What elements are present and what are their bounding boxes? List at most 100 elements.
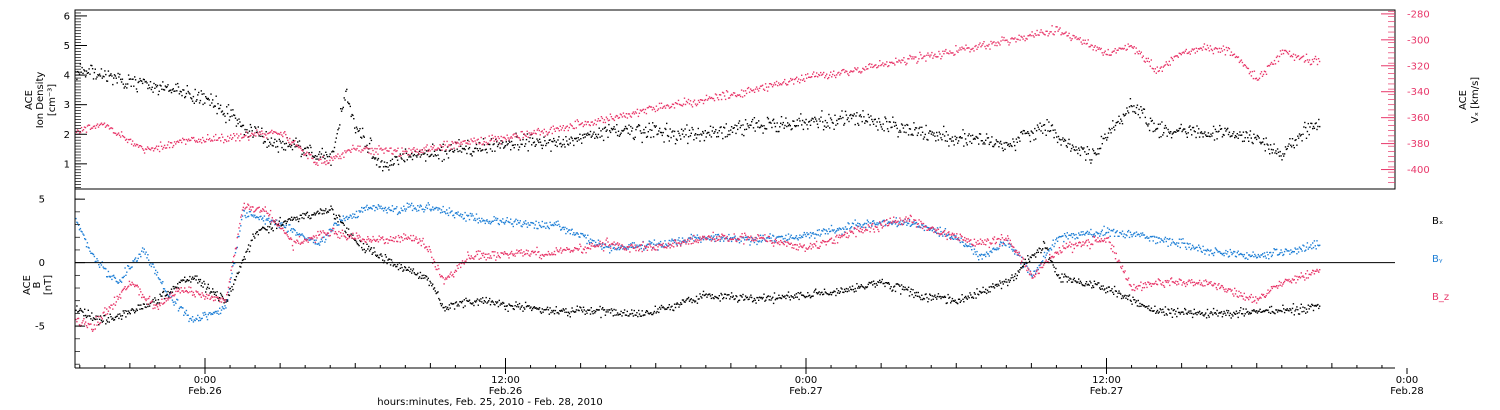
- ion-density-point: [464, 148, 466, 151]
- ion-density-point: [402, 153, 404, 155]
- solar-wind-vx-point: [1140, 51, 1142, 53]
- by-point: [844, 226, 847, 228]
- solar-wind-vx-point: [234, 135, 236, 137]
- by-point: [1133, 232, 1135, 235]
- solar-wind-vx-point: [1259, 73, 1262, 75]
- by-point: [892, 222, 894, 224]
- solar-wind-vx-point: [417, 151, 419, 153]
- solar-wind-vx-point: [240, 133, 242, 135]
- solar-wind-vx-point: [550, 126, 552, 129]
- bx-point: [581, 311, 584, 313]
- by-point: [744, 239, 746, 241]
- ion-density-point: [744, 119, 747, 121]
- solar-wind-vx-point: [588, 124, 590, 126]
- ion-density-point: [933, 132, 935, 134]
- ion-density-point: [353, 118, 355, 120]
- ion-density-point: [637, 125, 639, 128]
- solar-wind-vx-point: [587, 121, 589, 123]
- by-point: [337, 224, 339, 226]
- solar-wind-vx-point: [984, 45, 986, 48]
- solar-wind-vx-point: [1285, 50, 1288, 53]
- by-point: [1306, 242, 1309, 244]
- by-point: [317, 243, 319, 245]
- ion-density-point: [501, 143, 503, 145]
- ion-density-point: [212, 106, 215, 108]
- solar-wind-vx-point: [604, 121, 607, 124]
- solar-wind-vx-point: [859, 70, 861, 73]
- solar-wind-vx-point: [1227, 47, 1230, 49]
- by-point: [758, 240, 761, 242]
- bx-point: [409, 270, 411, 273]
- by-point: [991, 251, 993, 254]
- solar-wind-vx-point: [903, 57, 905, 59]
- bx-point: [478, 299, 480, 301]
- ion-density-point: [218, 107, 220, 110]
- ion-density-point: [808, 121, 810, 123]
- ion-density-point: [751, 118, 754, 121]
- bx-point: [347, 228, 350, 230]
- ion-density-point: [154, 87, 156, 89]
- solar-wind-vx-point: [1035, 34, 1037, 36]
- solar-wind-vx-point: [390, 147, 392, 149]
- ion-density-point: [1089, 159, 1091, 161]
- bx-point: [258, 229, 260, 231]
- by-point: [347, 216, 350, 219]
- solar-wind-vx-point: [1171, 57, 1173, 60]
- solar-wind-vx-point: [1225, 46, 1228, 49]
- by-point: [1275, 248, 1277, 251]
- ion-density-point: [989, 141, 991, 144]
- solar-wind-vx-point: [231, 138, 233, 140]
- by-point: [757, 240, 759, 242]
- ion-density-point: [1209, 135, 1211, 138]
- bx-point: [686, 298, 688, 300]
- ion-density-point: [764, 127, 766, 130]
- by-point: [1297, 251, 1300, 253]
- bx-point: [642, 314, 644, 317]
- ion-density-point: [512, 144, 514, 146]
- ion-density-point: [1102, 137, 1104, 140]
- bx-point: [758, 296, 761, 298]
- ion-density-point: [789, 125, 791, 127]
- ion-density-point: [99, 75, 102, 77]
- by-point: [1301, 250, 1303, 252]
- ion-density-point: [182, 89, 184, 91]
- by-point: [1269, 251, 1271, 254]
- bx-point: [115, 315, 117, 318]
- ion-density-point: [304, 147, 306, 150]
- by-point: [1227, 256, 1230, 258]
- ion-density-point: [981, 140, 983, 142]
- by-point: [1014, 253, 1016, 255]
- by-point: [1165, 240, 1167, 243]
- solar-wind-vx-point: [569, 123, 571, 125]
- solar-wind-vx-point: [760, 85, 763, 87]
- by-point: [359, 211, 361, 213]
- bx-point: [75, 309, 77, 311]
- ion-density-point: [873, 118, 876, 121]
- by-point: [1205, 249, 1207, 252]
- solar-wind-vx-point: [1254, 78, 1257, 80]
- ion-density-point: [489, 143, 491, 146]
- ion-density-point: [1006, 142, 1008, 144]
- bx-point: [400, 264, 402, 266]
- solar-wind-vx-point: [1117, 49, 1119, 51]
- solar-wind-vx-point: [975, 44, 977, 47]
- by-point: [1218, 250, 1220, 253]
- ion-density-point: [945, 131, 947, 133]
- ion-density-point: [849, 114, 851, 117]
- ion-density-point: [732, 127, 734, 129]
- bx-point: [334, 218, 337, 220]
- solar-wind-vx-point: [280, 131, 282, 134]
- by-point: [737, 239, 740, 241]
- ion-density-point: [1053, 136, 1055, 139]
- by-point: [250, 214, 252, 216]
- ion-density-point: [148, 87, 151, 89]
- by-point: [696, 234, 699, 236]
- ion-density-point: [1221, 136, 1224, 138]
- bx-point: [346, 227, 348, 229]
- ion-density-point: [987, 137, 990, 139]
- bx-point: [253, 235, 255, 238]
- solar-wind-vx-point: [478, 143, 480, 145]
- by-point: [600, 245, 602, 248]
- bx-point: [326, 210, 329, 213]
- by-point: [1079, 234, 1082, 236]
